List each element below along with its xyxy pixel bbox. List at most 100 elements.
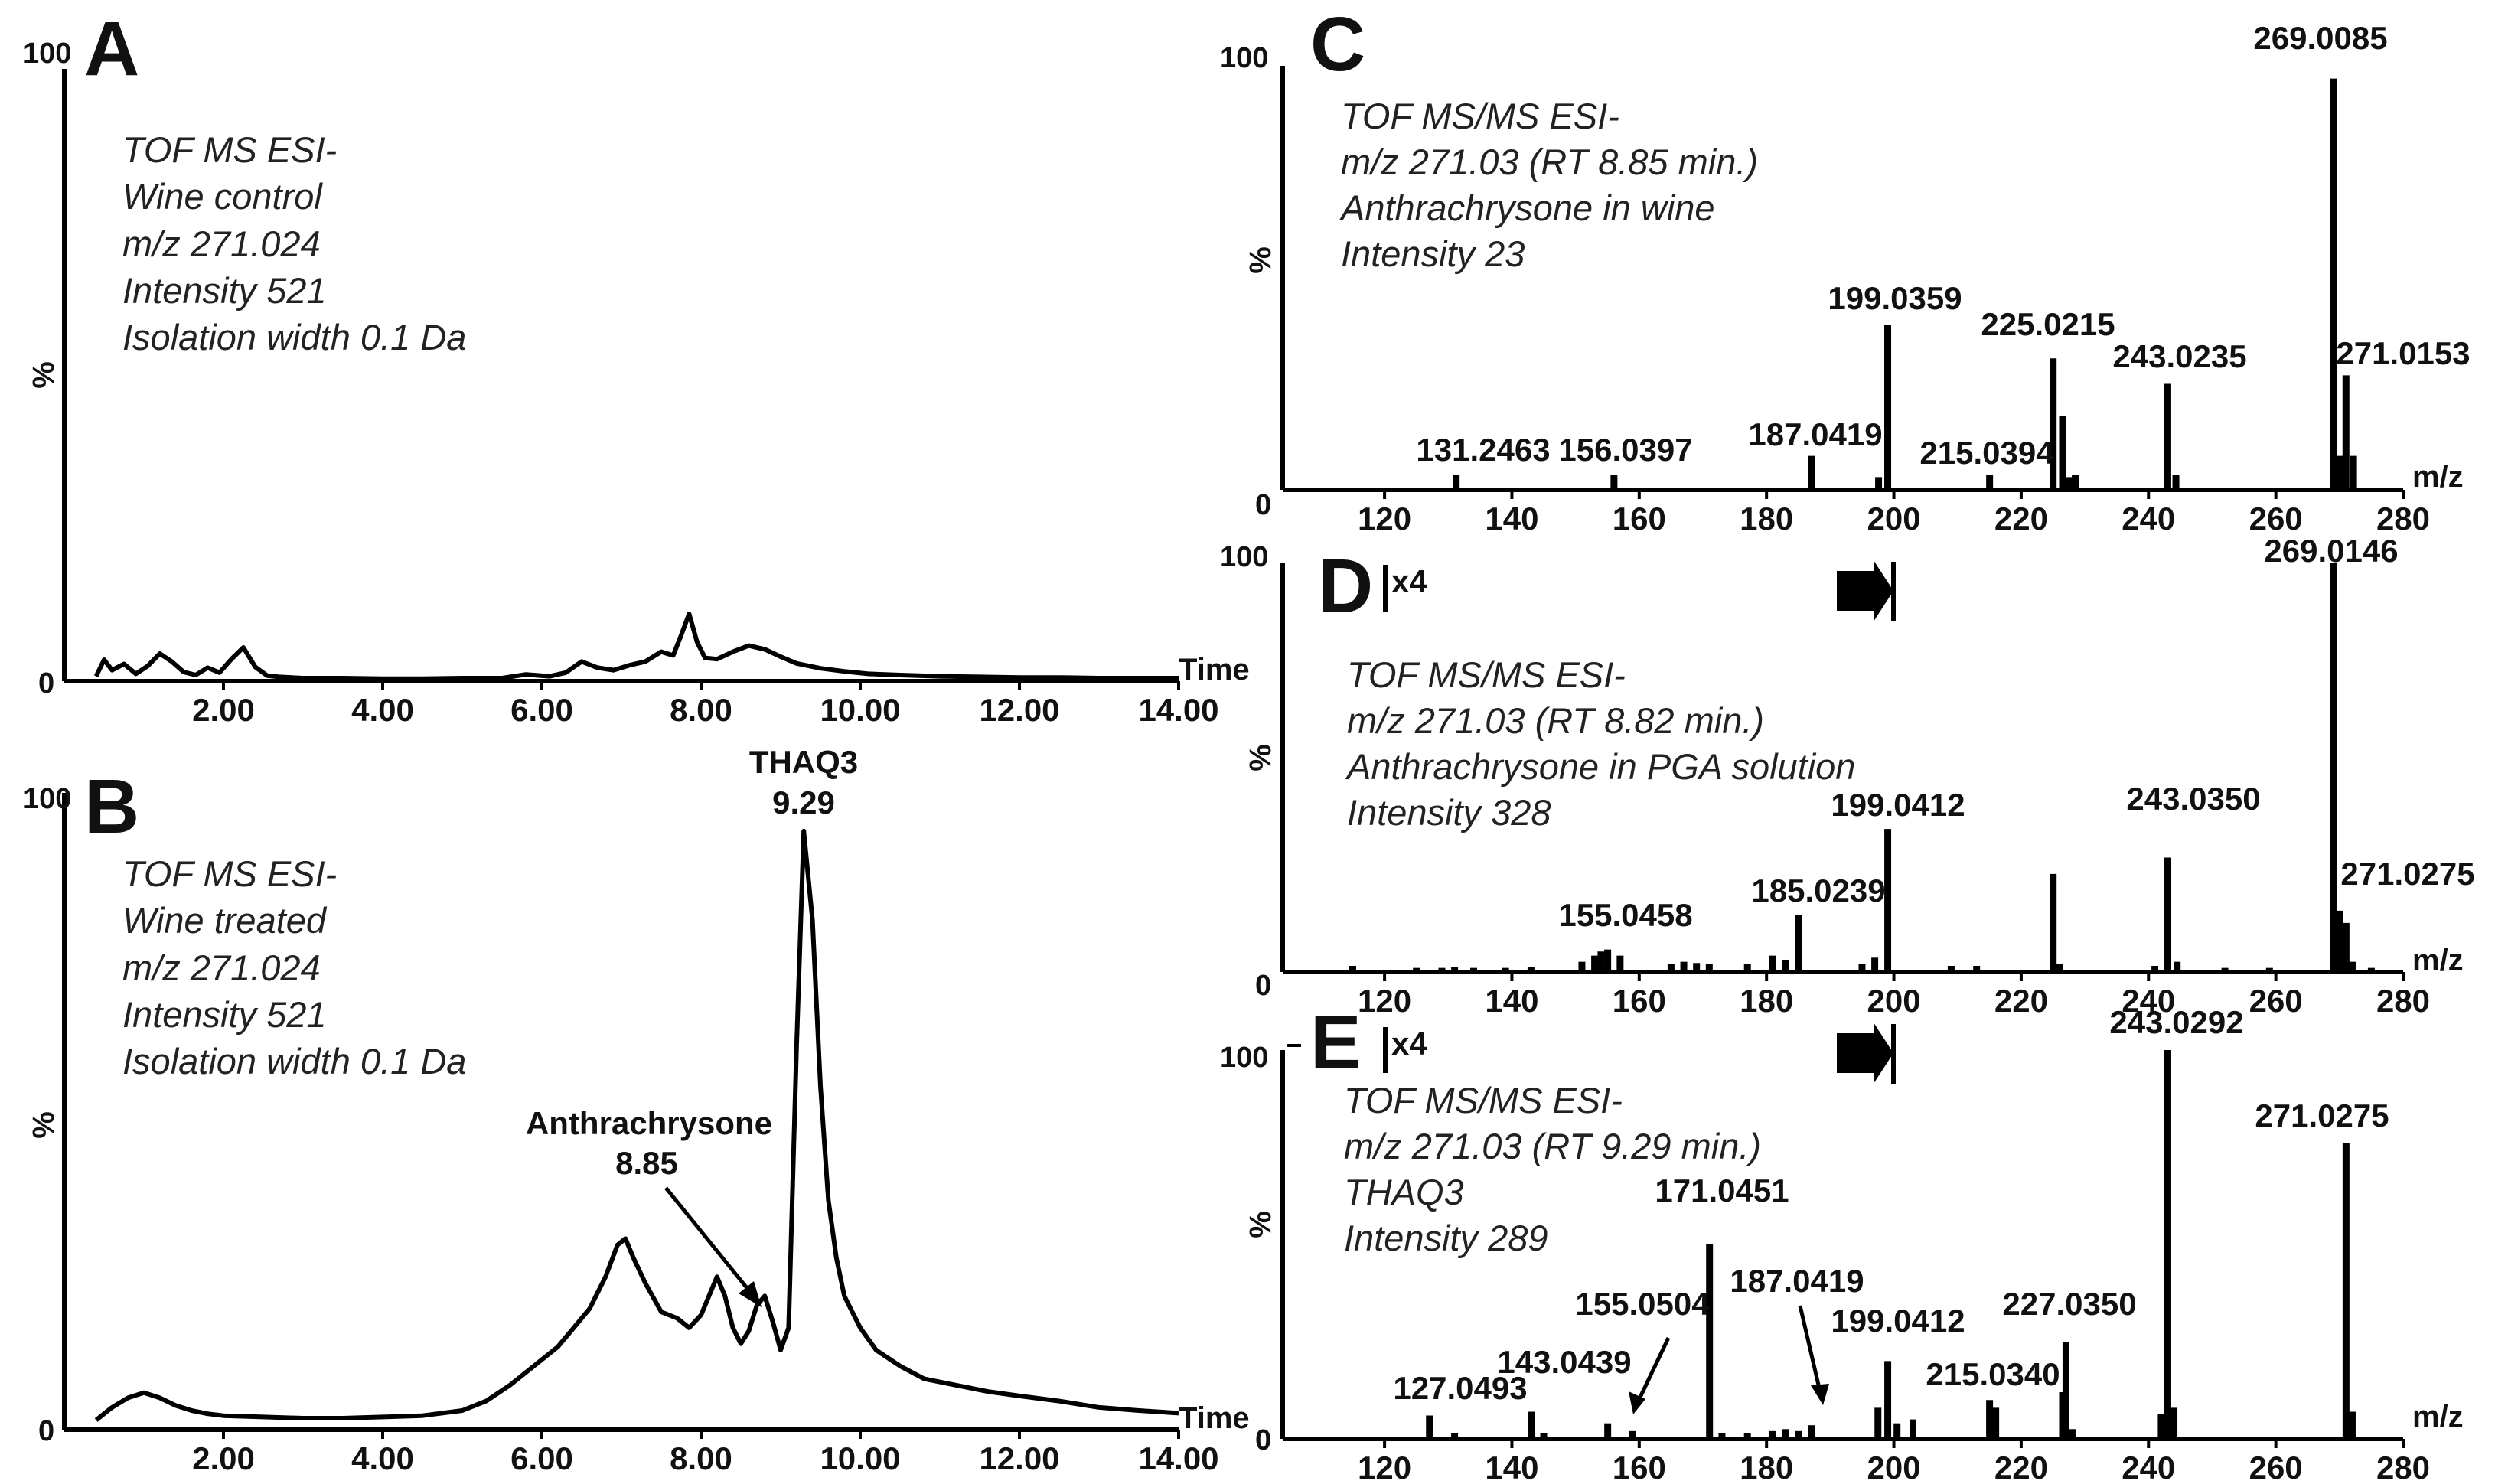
panel-d-info: TOF MS/MS ESI- m/z 271.03 (RT 8.82 min.)… <box>1345 654 1855 833</box>
panel-d-info-line: Anthrachrysone in PGA solution <box>1345 746 1855 787</box>
x-tick-label: 120 <box>1358 1450 1411 1480</box>
x-tick-label: 140 <box>1485 501 1538 537</box>
x-tick-label: 240 <box>2122 983 2175 1019</box>
panel-b-xlabel: Time <box>1179 1401 1250 1435</box>
panel-a-label: A <box>84 6 139 92</box>
x-tick-label: 280 <box>2376 501 2430 537</box>
zoom-arrow-icon <box>1837 1022 1893 1084</box>
thaq3-rt-label: 9.29 <box>772 784 835 820</box>
peak-label: 131.2463 <box>1416 432 1550 468</box>
panel-e-xlabel: m/z <box>2412 1400 2464 1433</box>
panel-e-peak-labels: 127.0493 143.0439 155.0504 171.0451 187.… <box>1393 1004 2389 1406</box>
panel-b-ytick-top: 100 <box>23 783 71 815</box>
peak-label: 187.0419 <box>1730 1263 1864 1299</box>
panel-e-arrow-155 <box>1629 1336 1671 1414</box>
peak-label: 156.0397 <box>1558 432 1692 468</box>
x-tick-label: 12.00 <box>979 1440 1059 1476</box>
x-tick-label: 140 <box>1485 983 1538 1019</box>
panel-c-ylabel: % <box>1244 246 1277 274</box>
x-tick-label: 200 <box>1867 983 1921 1019</box>
arrow-head <box>739 1281 762 1307</box>
x-tick-label: 220 <box>1994 1450 2048 1480</box>
panel-d-ylabel: % <box>1244 744 1277 771</box>
panel-e-info-line: Intensity 289 <box>1344 1218 1548 1258</box>
arrow-line <box>1636 1336 1671 1404</box>
x-tick-label: 200 <box>1867 1450 1921 1480</box>
peak-label: 243.0235 <box>2112 338 2246 374</box>
panel-a-trace <box>93 612 1179 681</box>
peak-label: 199.0412 <box>1831 1303 1965 1339</box>
panel-a-ylabel: % <box>27 361 60 389</box>
arrow-head <box>1811 1384 1829 1405</box>
panel-c-xticks: 120 140 160 180 200 220 240 260 280 <box>1358 490 2430 537</box>
x-tick-label: 180 <box>1740 983 1793 1019</box>
peak-label: 271.0275 <box>2340 856 2474 892</box>
x-tick-label: 260 <box>2249 1450 2303 1480</box>
panel-c-info-line: m/z 271.03 (RT 8.85 min.) <box>1341 142 1758 182</box>
thaq3-name-label: THAQ3 <box>749 744 858 780</box>
anthrachrysone-name-label: Anthrachrysone <box>526 1105 772 1141</box>
x-tick-label: 220 <box>1994 501 2048 537</box>
anthrachrysone-rt-label: 8.85 <box>615 1145 678 1181</box>
panel-c-ytick-top: 100 <box>1220 42 1268 74</box>
anthrachrysone-arrow <box>664 1186 762 1307</box>
x-tick-label: 160 <box>1613 1450 1666 1480</box>
panel-b-info-line: Isolation width 0.1 Da <box>122 1041 466 1081</box>
arrow-line <box>1798 1305 1822 1392</box>
x-tick-label: 280 <box>2376 983 2430 1019</box>
x-tick-label: 140 <box>1485 1450 1538 1480</box>
panel-d-ytick-top: 100 <box>1220 541 1268 573</box>
panel-c-info-line: Anthrachrysone in wine <box>1339 188 1715 228</box>
panel-a-ytick-top: 100 <box>23 38 71 70</box>
peak-label: 271.0275 <box>2255 1098 2389 1133</box>
x-tick-label: 8.00 <box>670 692 732 728</box>
panel-b-xticks: 2.00 4.00 6.00 8.00 10.00 12.00 14.00 <box>192 1430 1219 1476</box>
peak-label: 227.0350 <box>2002 1286 2136 1322</box>
peak-label: 187.0419 <box>1748 416 1882 452</box>
peak-label: 215.0340 <box>1926 1356 2060 1392</box>
peak-label: 269.0146 <box>2264 533 2398 569</box>
arrow-line <box>664 1186 755 1298</box>
peak-label: 171.0451 <box>1655 1173 1789 1208</box>
x-tick-label: 8.00 <box>670 1440 732 1476</box>
panel-b-info: TOF MS ESI- Wine treated m/z 271.024 Int… <box>122 853 466 1081</box>
panel-b-info-line: Wine treated <box>122 900 328 941</box>
panel-c-peaks <box>1453 78 2357 490</box>
peak-label: 243.0292 <box>2109 1004 2243 1040</box>
panel-b: 100 0 % B Time TOF MS ESI- Wine treated … <box>23 744 1250 1476</box>
panel-b-info-line: m/z 271.024 <box>122 947 321 988</box>
panel-e-info-line: m/z 271.03 (RT 9.29 min.) <box>1344 1126 1761 1166</box>
panel-c: 100 0 % C m/z TOF MS/MS ESI- m/z 271.03 … <box>1220 2 2471 537</box>
panel-e-ytick-bottom: 0 <box>1255 1424 1271 1456</box>
panel-a-xlabel: Time <box>1179 653 1250 687</box>
peak-label: 243.0350 <box>2126 781 2260 817</box>
panel-d: 100 0 % D x4 m/z TOF MS/MS ESI- m/z 271.… <box>1220 533 2475 1019</box>
panel-d-xticks: 120 140 160 180 200 220 240 260 280 <box>1358 972 2430 1019</box>
panel-e: 100 0 % E x4 m/z TOF MS/MS ESI- m/z 271.… <box>1220 1000 2464 1484</box>
peak-label: 225.0215 <box>1981 306 2115 342</box>
peak-label: 155.0504 <box>1575 1286 1710 1322</box>
x-tick-label: 240 <box>2122 1450 2175 1480</box>
x-tick-label: 280 <box>2376 1450 2430 1480</box>
panel-d-info-line: Intensity 328 <box>1347 792 1551 833</box>
peak-label: 155.0458 <box>1558 897 1692 933</box>
panel-d-label: D <box>1318 543 1373 629</box>
panel-e-ytick-top: 100 <box>1220 1042 1268 1074</box>
x-tick-label: 160 <box>1613 983 1666 1019</box>
x-tick-label: 10.00 <box>820 1440 900 1476</box>
panel-b-info-line: TOF MS ESI- <box>122 853 337 894</box>
peak-label: 143.0439 <box>1497 1344 1631 1380</box>
x-tick-label: 2.00 <box>192 1440 255 1476</box>
x-tick-label: 240 <box>2122 501 2175 537</box>
panel-c-xlabel: m/z <box>2412 460 2464 494</box>
panel-a-ytick-bottom: 0 <box>38 667 54 700</box>
x-tick-label: 260 <box>2249 501 2303 537</box>
x-tick-label: 14.00 <box>1138 1440 1218 1476</box>
panel-d-zoom-label: x4 <box>1391 563 1427 599</box>
zoom-arrow-icon <box>1837 560 1893 621</box>
panel-a-info-line: Wine control <box>122 176 323 217</box>
x-tick-label: 180 <box>1740 501 1793 537</box>
x-tick-label: 2.00 <box>192 692 255 728</box>
